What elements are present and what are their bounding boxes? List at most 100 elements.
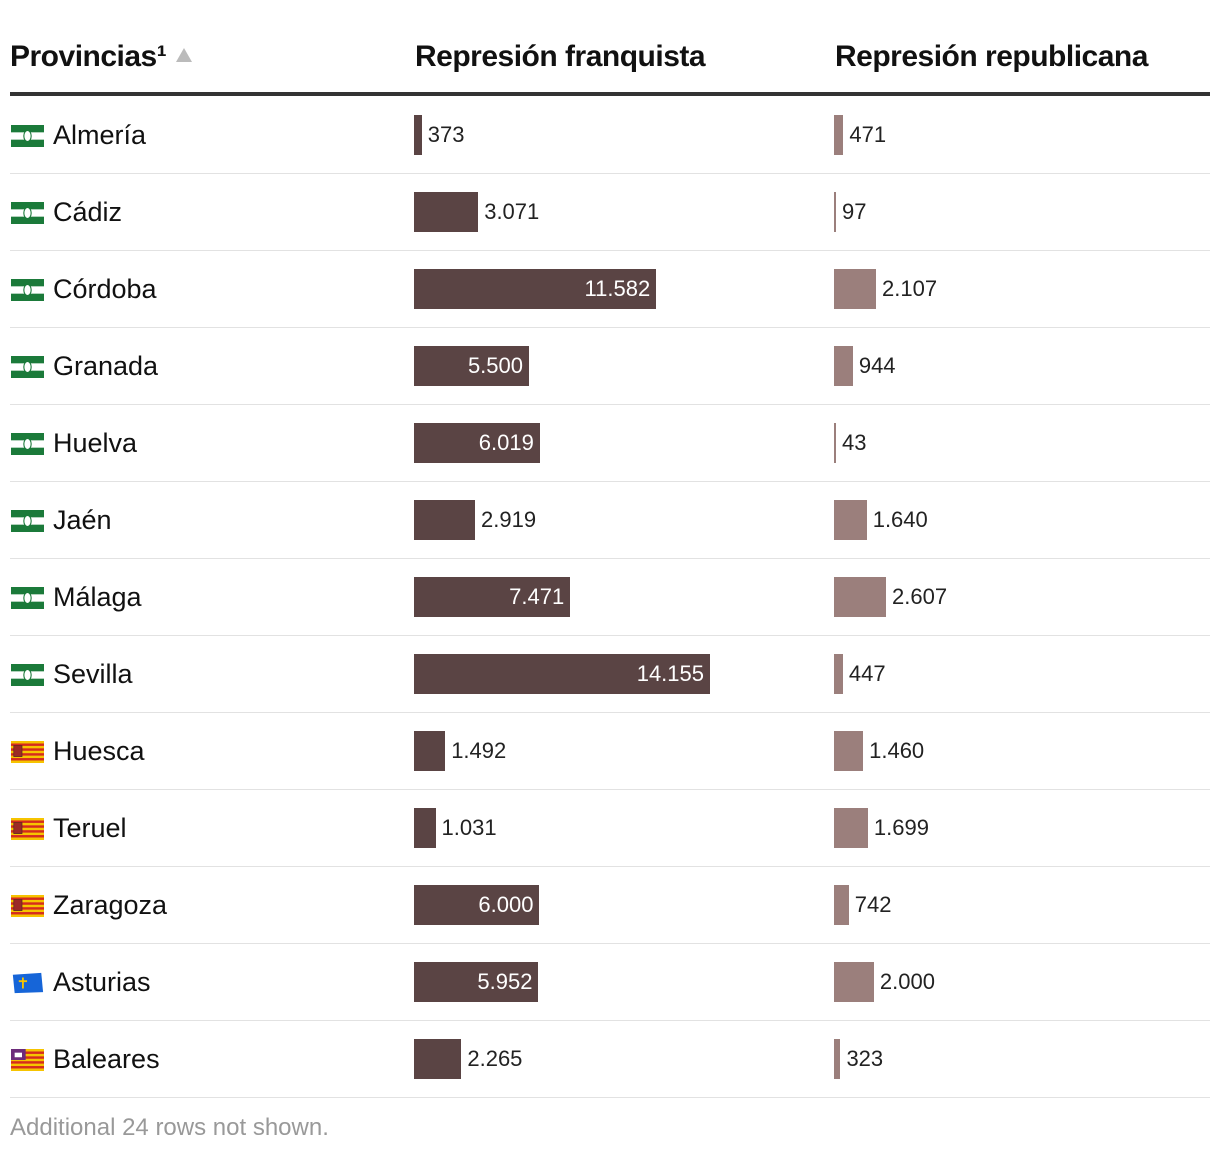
- andalucia-flag-icon: [11, 509, 44, 532]
- footnote: Additional 24 rows not shown.: [10, 1114, 329, 1141]
- value-franquista: 373: [427, 122, 465, 147]
- value-republicana: 944: [858, 353, 896, 378]
- andalucia-flag-icon: [11, 432, 44, 455]
- value-franquista: 11.582: [584, 276, 651, 301]
- bar-republicana: [834, 962, 874, 1002]
- value-republicana: 447: [848, 661, 886, 686]
- value-franquista: 1.492: [451, 738, 507, 763]
- bar-republicana: [834, 1039, 841, 1079]
- bar-franquista: [414, 577, 571, 617]
- bar-franquista: [414, 731, 446, 771]
- value-franquista: 5.500: [467, 353, 523, 378]
- header-republicana[interactable]: Represión republicana: [835, 40, 1148, 74]
- bar-republicana: [834, 654, 843, 694]
- bar-franquista: [414, 808, 436, 848]
- bar-franquista: [414, 423, 540, 463]
- table-row: Jaén 2.919 1.640: [10, 482, 1210, 559]
- value-republicana: 2.607: [892, 584, 948, 609]
- province-cell: Granada: [10, 328, 158, 405]
- province-cell: Teruel: [10, 790, 127, 867]
- andalucia-flag-icon: [11, 278, 44, 301]
- value-franquista: 3.071: [484, 199, 540, 224]
- bar-franquista: [414, 115, 422, 155]
- table-row: Asturias 5.952 2.000: [10, 944, 1210, 1021]
- bar-franquista: [414, 346, 529, 386]
- province-name: Huelva: [53, 428, 138, 458]
- province-cell: Asturias: [10, 944, 151, 1021]
- province-cell: Almería: [10, 97, 146, 174]
- andalucia-flag-icon: [11, 124, 44, 147]
- province-cell: Zaragoza: [10, 867, 167, 944]
- header-province-label: Provincias¹: [10, 40, 167, 73]
- andalucia-flag-icon: [11, 586, 44, 609]
- bar-franquista: [414, 500, 476, 540]
- bar-franquista: [414, 885, 540, 925]
- province-cell: Huesca: [10, 713, 145, 790]
- province-name: Granada: [53, 351, 159, 381]
- province-name: Córdoba: [53, 274, 157, 304]
- bar-republicana: [834, 423, 836, 463]
- andalucia-flag-icon: [11, 663, 44, 686]
- header-republicana-label: Represión republicana: [835, 40, 1148, 73]
- value-republicana: 471: [849, 122, 887, 147]
- value-franquista: 2.919: [481, 507, 537, 532]
- province-cell: Baleares: [10, 1021, 160, 1098]
- value-republicana: 2.000: [879, 969, 935, 994]
- province-name: Jaén: [53, 505, 112, 535]
- table-row: Baleares 2.265 323: [10, 1021, 1210, 1098]
- value-republicana: 1.699: [873, 815, 929, 840]
- value-republicana: 323: [846, 1046, 884, 1071]
- value-franquista: 14.155: [636, 661, 704, 686]
- value-franquista: 2.265: [467, 1046, 523, 1071]
- value-republicana: 1.640: [872, 507, 928, 532]
- bar-republicana: [834, 346, 853, 386]
- table-row: Almería 373 471: [10, 97, 1210, 174]
- table-row: Granada 5.500 944: [10, 328, 1210, 405]
- table-row: Córdoba 11.582 2.107: [10, 251, 1210, 328]
- value-franquista: 6.019: [478, 430, 534, 455]
- value-republicana: 1.460: [869, 738, 925, 763]
- province-cell: Jaén: [10, 482, 112, 559]
- sort-ascending-icon[interactable]: [176, 48, 193, 62]
- header-franquista-label: Represión franquista: [415, 40, 706, 73]
- bar-franquista: [414, 962, 539, 1002]
- table-row: Teruel 1.031 1.699: [10, 790, 1210, 867]
- bar-franquista: [414, 1039, 462, 1079]
- aragon-flag-icon: [11, 894, 44, 917]
- value-franquista: 7.471: [509, 584, 565, 609]
- table-row: Huesca 1.492 1.460: [10, 713, 1210, 790]
- bar-republicana: [834, 731, 864, 771]
- table-row: Cádiz 3.071 97: [10, 174, 1210, 251]
- province-name: Baleares: [53, 1044, 160, 1074]
- province-name: Cádiz: [53, 197, 123, 227]
- value-republicana: 97: [842, 199, 867, 224]
- bar-republicana: [834, 192, 836, 232]
- bar-republicana: [834, 500, 867, 540]
- province-name: Teruel: [53, 813, 127, 843]
- baleares-flag-icon: [11, 1048, 44, 1071]
- value-franquista: 6.000: [478, 892, 534, 917]
- andalucia-flag-icon: [11, 355, 44, 378]
- bar-republicana: [834, 269, 877, 309]
- value-franquista: 1.031: [441, 815, 497, 840]
- table-row: Sevilla 14.155 447: [10, 636, 1210, 713]
- bar-franquista: [414, 654, 710, 694]
- asturias-flag-icon: [12, 972, 44, 993]
- aragon-flag-icon: [11, 740, 44, 763]
- bar-republicana: [834, 577, 886, 617]
- header-franquista[interactable]: Represión franquista: [415, 40, 706, 74]
- bar-franquista: [414, 269, 657, 309]
- province-cell: Cádiz: [10, 174, 122, 251]
- province-name: Huesca: [53, 736, 145, 766]
- header-province[interactable]: Provincias¹: [10, 40, 193, 74]
- province-cell: Málaga: [10, 559, 142, 636]
- bar-republicana: [834, 808, 868, 848]
- province-name: Sevilla: [53, 659, 133, 689]
- bar-franquista: [414, 192, 479, 232]
- value-franquista: 5.952: [477, 969, 533, 994]
- province-name: Málaga: [53, 582, 142, 612]
- province-cell: Sevilla: [10, 636, 133, 713]
- province-cell: Huelva: [10, 405, 137, 482]
- value-republicana: 2.107: [882, 276, 938, 301]
